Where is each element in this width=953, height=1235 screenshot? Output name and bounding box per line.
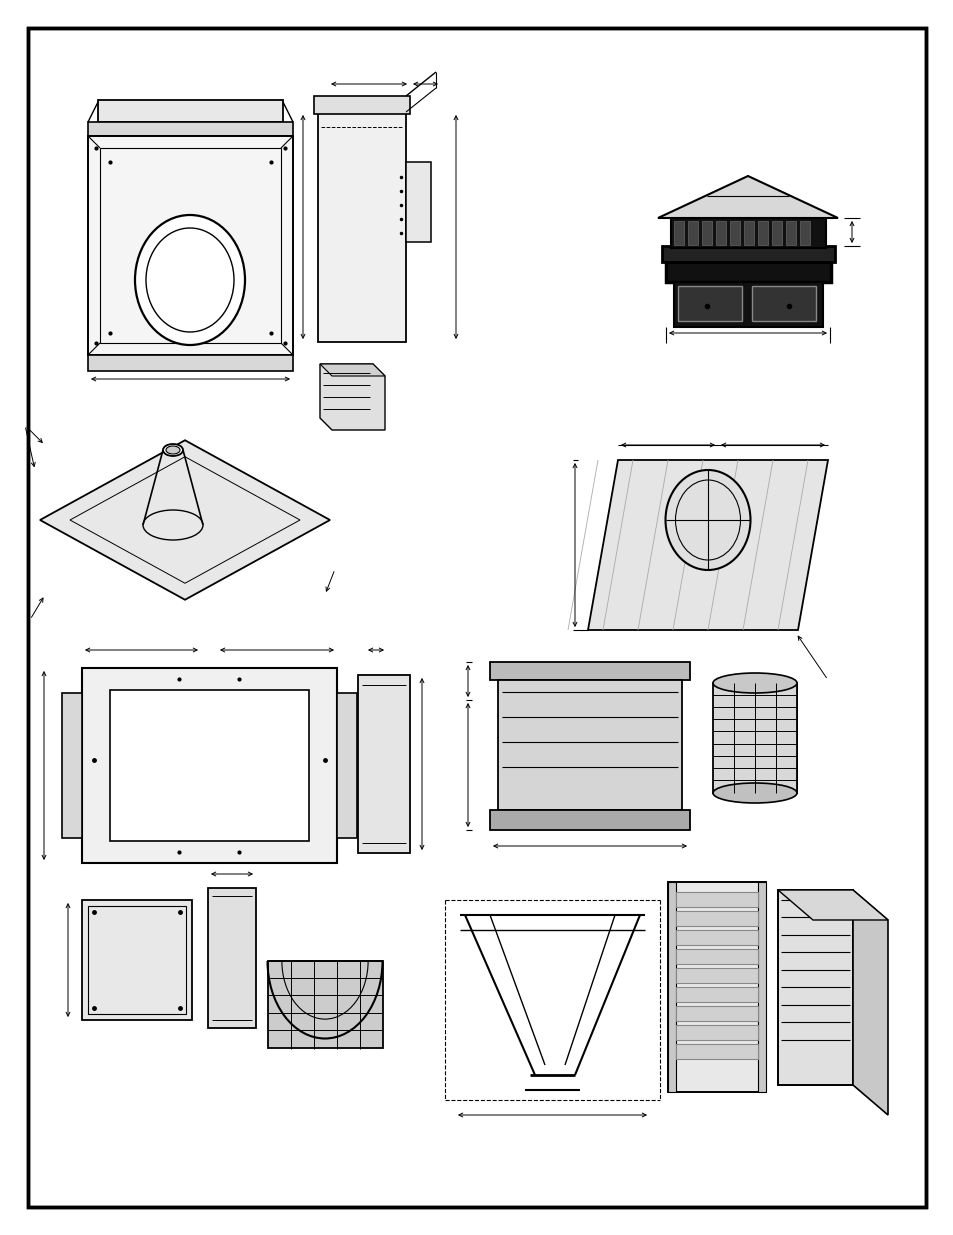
Bar (670, 219, 825, 248)
Ellipse shape (712, 673, 796, 693)
Bar (82, 900, 192, 1020)
Bar (490, 662, 689, 680)
Bar (82, 668, 336, 863)
Bar (667, 882, 676, 1092)
Polygon shape (40, 440, 330, 600)
Bar (100, 148, 281, 343)
Bar (676, 1025, 758, 1040)
Bar (665, 261, 830, 282)
Bar (800, 221, 809, 245)
Bar (687, 221, 698, 245)
Polygon shape (587, 459, 827, 630)
Bar (490, 810, 689, 830)
Bar (62, 693, 82, 839)
Bar (110, 690, 309, 841)
Bar (336, 693, 356, 839)
Bar (676, 892, 758, 906)
Bar (778, 890, 852, 1086)
Bar (701, 221, 711, 245)
Bar (758, 882, 765, 1092)
Bar (317, 112, 406, 342)
Bar (676, 968, 758, 983)
Polygon shape (319, 364, 385, 430)
Bar (758, 221, 767, 245)
Bar (676, 1007, 758, 1021)
Bar (673, 221, 683, 245)
Ellipse shape (166, 446, 180, 454)
Ellipse shape (143, 510, 203, 540)
Bar (716, 221, 725, 245)
Bar (88, 122, 293, 136)
Ellipse shape (163, 445, 183, 456)
Bar (357, 676, 410, 853)
Polygon shape (658, 177, 837, 219)
Bar (661, 246, 834, 262)
Bar (497, 680, 681, 810)
Bar (785, 221, 795, 245)
Bar (676, 911, 758, 926)
Ellipse shape (712, 783, 796, 803)
Bar (751, 287, 815, 321)
Bar (676, 987, 758, 1002)
Bar (98, 100, 283, 122)
Bar (667, 882, 765, 1092)
Bar (88, 136, 293, 354)
Polygon shape (852, 890, 887, 1115)
Bar (743, 221, 753, 245)
Bar (676, 930, 758, 945)
Bar (676, 948, 758, 965)
Bar (678, 287, 741, 321)
Polygon shape (319, 364, 385, 375)
Bar (729, 221, 740, 245)
Bar (314, 96, 410, 114)
Bar (88, 354, 293, 370)
Bar (771, 221, 781, 245)
Bar (268, 961, 382, 1049)
Bar (673, 282, 822, 327)
Bar (406, 162, 431, 242)
Bar (88, 906, 186, 1014)
Ellipse shape (665, 471, 750, 571)
Polygon shape (778, 890, 887, 920)
Bar (208, 888, 255, 1028)
Bar (712, 683, 796, 793)
Ellipse shape (135, 215, 245, 345)
Bar (676, 1044, 758, 1058)
